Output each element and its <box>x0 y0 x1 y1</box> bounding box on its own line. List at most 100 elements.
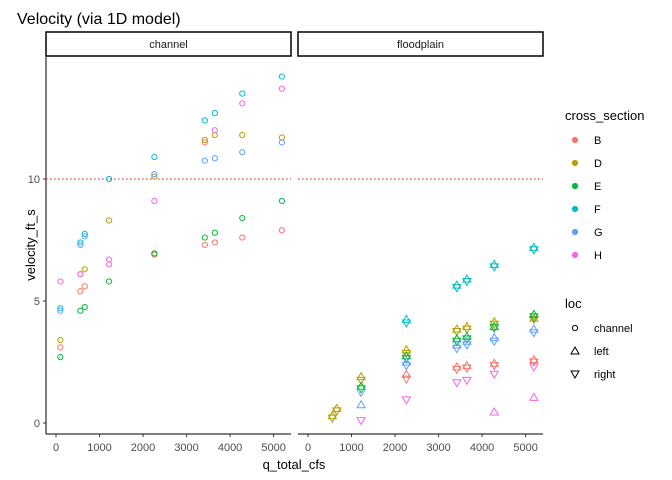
data-point <box>356 399 366 409</box>
data-point <box>57 354 64 361</box>
data-point <box>105 217 113 224</box>
data-point <box>451 328 462 337</box>
data-point <box>77 271 84 278</box>
legend-label-color: B <box>594 135 601 147</box>
data-point <box>239 100 246 107</box>
legend-key-color <box>571 159 579 167</box>
y-tick-label: 10 <box>28 174 40 186</box>
data-point <box>211 239 218 246</box>
legend-key-color <box>571 251 579 259</box>
data-point <box>77 239 84 246</box>
data-point <box>105 278 113 285</box>
data-point <box>356 371 366 381</box>
data-point <box>489 324 500 333</box>
data-point <box>401 357 412 366</box>
data-point <box>489 332 500 342</box>
data-point <box>151 173 158 180</box>
data-point <box>201 136 208 144</box>
data-point <box>278 227 285 234</box>
x-tick-label: 5000 <box>261 442 285 454</box>
data-point <box>528 315 539 325</box>
legend-shapes: channel left right <box>570 323 633 381</box>
data-point <box>151 250 158 257</box>
data-point <box>489 370 500 380</box>
legend-label-color: F <box>594 204 601 216</box>
data-point <box>356 376 366 386</box>
data-point <box>401 319 412 328</box>
data-point <box>528 313 539 322</box>
data-point <box>278 197 285 205</box>
legend-key-color <box>571 205 579 213</box>
x-tick-label: 4000 <box>470 442 494 454</box>
data-point <box>57 344 64 351</box>
x-tick-label: 2000 <box>383 442 407 454</box>
legend-label-color: G <box>594 227 603 239</box>
legend-key-shape <box>571 324 579 332</box>
legend-key-color <box>571 228 579 236</box>
data-point <box>81 283 88 290</box>
x-axis-label: q_total_cfs <box>263 457 326 472</box>
data-point <box>211 155 218 162</box>
data-point <box>327 414 338 424</box>
data-point <box>211 110 218 117</box>
data-point <box>461 335 472 344</box>
data-point <box>356 417 366 426</box>
data-point <box>211 127 218 134</box>
data-point <box>201 139 208 146</box>
data-point <box>77 288 84 295</box>
data-point <box>401 362 412 371</box>
data-point <box>528 392 539 401</box>
legend-label-color: H <box>594 250 602 262</box>
data-point <box>151 171 158 178</box>
x-tick-label: 1000 <box>339 442 363 454</box>
facet-strip-channel <box>45 31 292 57</box>
data-point <box>239 234 246 241</box>
data-point <box>77 307 84 314</box>
legend-title-loc: loc <box>565 296 582 311</box>
data-point <box>528 324 539 333</box>
data-point <box>151 197 158 205</box>
legend-title-cross-section: cross_section <box>565 108 644 123</box>
data-point <box>57 305 64 312</box>
data-point <box>401 369 412 378</box>
data-point <box>57 278 64 285</box>
y-tick-label: 0 <box>34 418 40 430</box>
data-point <box>528 358 539 368</box>
legend-key-color <box>571 136 579 144</box>
data-point <box>81 266 88 273</box>
data-point <box>77 241 84 248</box>
data-point <box>81 304 88 311</box>
data-point <box>401 354 412 364</box>
data-point <box>278 73 285 80</box>
x-tick-label: 4000 <box>218 442 242 454</box>
data-point <box>489 407 500 416</box>
data-point <box>489 321 500 331</box>
data-point <box>201 241 208 248</box>
data-point <box>451 339 462 349</box>
data-point <box>239 90 246 97</box>
legend-label-shape: left <box>594 346 609 358</box>
chart-title: Velocity (via 1D model) <box>17 11 181 28</box>
legend-label-shape: channel <box>594 323 633 335</box>
data-point <box>201 157 208 164</box>
axis-ticks: 0 5 10 0 1000 2000 3000 4000 5000 0 1000 2000 3000 40… <box>28 174 538 454</box>
data-point <box>528 363 539 372</box>
data-point <box>401 375 412 385</box>
data-point <box>81 230 88 238</box>
legend-label-color: E <box>594 181 601 193</box>
data-point <box>451 337 462 347</box>
data-point <box>489 263 500 272</box>
data-point <box>461 277 472 287</box>
data-point <box>461 336 472 345</box>
legend-label-shape: right <box>594 369 615 381</box>
data-point <box>105 261 113 268</box>
data-point <box>461 364 472 374</box>
x-tick-label: 0 <box>305 442 311 454</box>
data-point <box>105 175 113 183</box>
data-point <box>356 389 366 398</box>
data-point <box>239 131 246 139</box>
data-point <box>401 396 412 405</box>
data-point <box>489 362 500 371</box>
legend-label-color: D <box>594 158 602 170</box>
